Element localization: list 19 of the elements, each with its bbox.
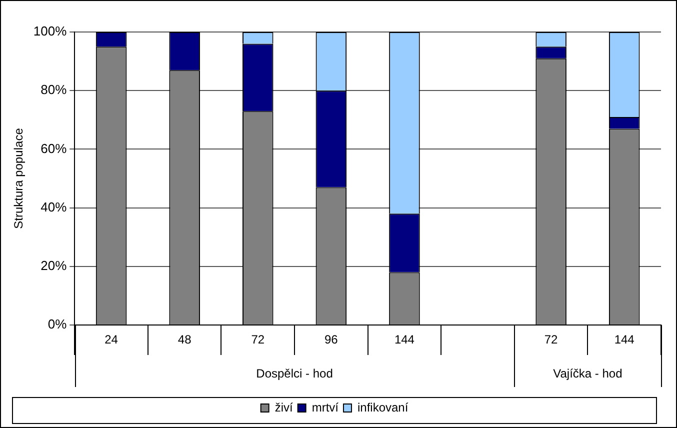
x-tick-label: 144 [394,332,415,347]
y-tick-label: 60% [40,140,68,156]
y-tick-label: 20% [40,258,68,273]
y-tick-label: 0% [48,316,68,332]
x-tick-label: 48 [178,332,192,347]
legend-label: mrtví [312,400,340,414]
x-tick-label: 72 [251,332,265,347]
y-tick-label: 80% [40,82,68,98]
y-tick-label: 40% [40,199,68,214]
text: Vajíčka - hod [553,366,622,380]
x-tick-label: 72 [544,332,558,347]
x-tick-label: 24 [104,332,118,347]
y-axis-title: Struktura populace [12,128,26,229]
legend-label: živí [274,400,294,414]
y-tick-label: 100% [33,24,68,39]
text: Dospělci - hod [256,366,333,380]
x-tick-label: 144 [614,332,635,347]
x-tick-label: 96 [324,332,338,347]
legend-label: infikovaní [357,400,409,414]
